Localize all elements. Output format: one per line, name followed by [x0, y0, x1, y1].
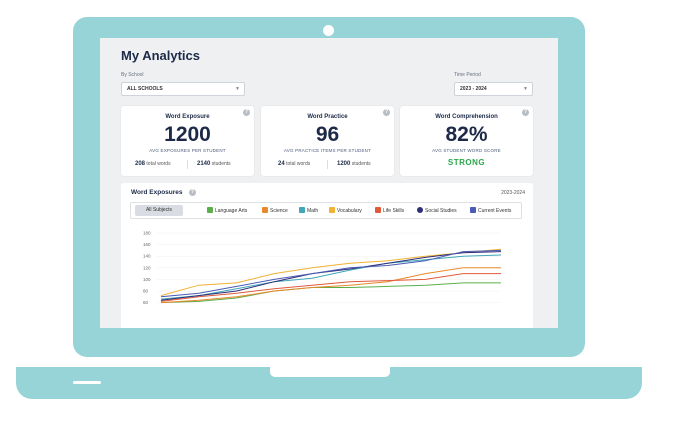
school-select[interactable]: ALL SCHOOLS ▼ — [121, 82, 245, 96]
help-icon[interactable]: ? — [383, 109, 390, 116]
word-exposure-card: ? Word Exposure 1200 AVG EXPOSURES PER S… — [121, 106, 254, 176]
math-icon — [299, 207, 305, 213]
y-tick-label: 60 — [143, 300, 149, 305]
filter-math[interactable]: Math — [299, 207, 318, 214]
school-select-value: ALL SCHOOLS — [127, 86, 163, 92]
school-filter-label: By School — [121, 72, 144, 78]
series-line-vocabulary — [160, 248, 502, 297]
all-subjects-button[interactable]: All Subjects — [135, 205, 183, 216]
subject-filter-bar: All Subjects Language Arts Science Math … — [130, 202, 522, 219]
line-chart: 180 160 140 120 100 80 60 — [143, 231, 502, 305]
series-line-current-events — [160, 249, 502, 298]
chevron-down-icon: ▼ — [235, 86, 240, 92]
filter-vocabulary[interactable]: Vocabulary — [329, 207, 362, 214]
y-tick-label: 80 — [143, 289, 149, 294]
chart-title: Word Exposures — [131, 189, 183, 196]
word-exposures-chart-card: Word Exposures ? 2023-2024 All Subjects … — [121, 183, 533, 328]
period-select-value: 2023 - 2024 — [460, 86, 487, 92]
word-practice-card: ? Word Practice 96 AVG PRACTICE ITEMS PE… — [261, 106, 394, 176]
status-badge: STRONG — [447, 158, 486, 167]
help-icon[interactable]: ? — [189, 189, 196, 196]
globe-icon — [417, 207, 423, 213]
card-title: Word Comprehension — [435, 114, 498, 120]
period-select[interactable]: 2023 - 2024 ▼ — [454, 82, 533, 96]
word-comprehension-card: ? Word Comprehension 82% AVG STUDENT WOR… — [400, 106, 533, 176]
card-title: Word Exposure — [165, 114, 210, 120]
help-icon[interactable]: ? — [522, 109, 529, 116]
card-subtitle: AVG EXPOSURES PER STUDENT — [149, 148, 226, 153]
camera-icon — [323, 25, 334, 36]
card-value: 96 — [315, 123, 340, 146]
series-line-science — [160, 267, 501, 304]
y-tick-label: 180 — [143, 231, 151, 236]
card-title: Word Practice — [307, 114, 348, 120]
card-subtitle: AVG STUDENT WORD SCORE — [432, 148, 501, 153]
app-screen: My Analytics By School ALL SCHOOLS ▼ Tim… — [100, 38, 558, 328]
page-title: My Analytics — [121, 48, 200, 63]
flask-icon — [262, 207, 268, 213]
card-value: 1200 — [164, 123, 211, 146]
scissors-icon — [375, 207, 381, 213]
filter-current-events[interactable]: Current Events — [470, 207, 511, 214]
chevron-down-icon: ▼ — [523, 86, 528, 92]
chart-year: 2023-2024 — [501, 190, 525, 196]
pencil-icon — [329, 207, 335, 213]
series-line-language-arts — [160, 282, 501, 304]
card-subtitle: AVG PRACTICE ITEMS PER STUDENT — [283, 148, 372, 153]
book-icon — [207, 207, 213, 213]
filter-social-studies[interactable]: Social Studies — [417, 207, 457, 214]
laptop-notch — [270, 367, 390, 377]
card-value: 82% — [445, 123, 488, 146]
series-line-math — [160, 254, 502, 300]
y-tick-label: 120 — [143, 265, 151, 270]
filter-language-arts[interactable]: Language Arts — [207, 207, 247, 214]
y-tick-label: 100 — [143, 277, 151, 282]
y-tick-label: 160 — [143, 242, 151, 247]
period-filter-label: Time Period — [454, 72, 481, 78]
laptop-base-line — [73, 381, 101, 384]
series-line-social-studies — [160, 251, 502, 301]
series-line-life-skills — [160, 273, 501, 302]
y-tick-label: 140 — [143, 254, 151, 259]
help-icon[interactable]: ? — [243, 109, 250, 116]
newspaper-icon — [470, 207, 476, 213]
filter-life-skills[interactable]: Life Skills — [375, 207, 404, 214]
filter-science[interactable]: Science — [262, 207, 288, 214]
